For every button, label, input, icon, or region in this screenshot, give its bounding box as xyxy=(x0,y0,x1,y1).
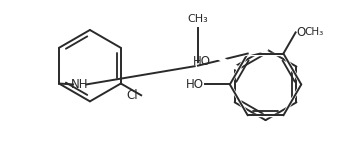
Text: O: O xyxy=(297,26,306,39)
Text: HO: HO xyxy=(185,78,204,91)
Text: HO: HO xyxy=(193,55,211,68)
Text: CH₃: CH₃ xyxy=(304,27,323,37)
Text: Cl: Cl xyxy=(127,89,138,102)
Text: NH: NH xyxy=(71,78,89,91)
Text: CH₃: CH₃ xyxy=(188,14,208,24)
